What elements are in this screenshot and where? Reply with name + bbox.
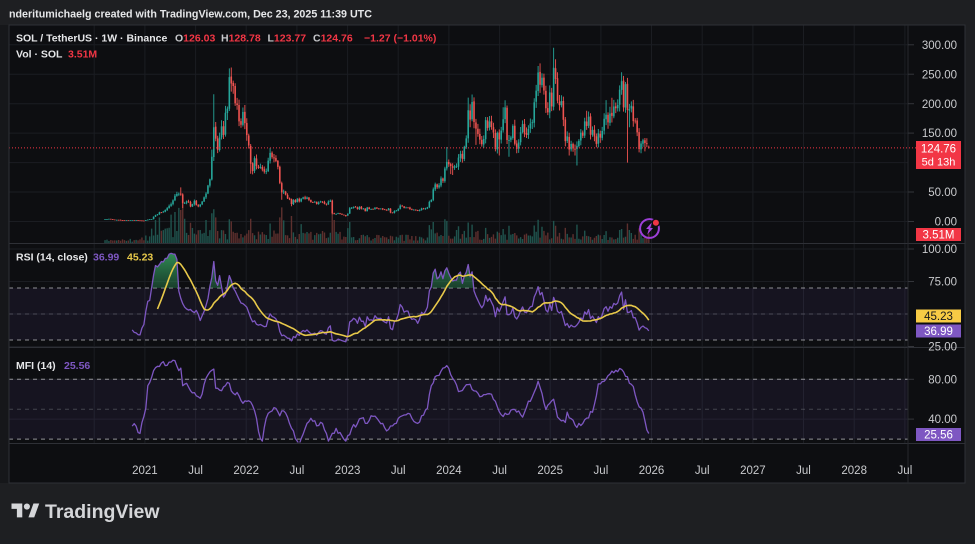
svg-text:MFI (14)25.56: MFI (14) 25.56 [16,360,90,372]
svg-text:Jul: Jul [391,465,406,477]
svg-text:25.00: 25.00 [928,342,957,354]
svg-text:Jul: Jul [188,465,203,477]
svg-text:2028: 2028 [841,465,867,477]
svg-text:75.00: 75.00 [928,277,957,289]
svg-text:Jul: Jul [594,465,609,477]
svg-text:2026: 2026 [639,465,665,477]
svg-text:2025: 2025 [537,465,563,477]
svg-text:TradingView: TradingView [45,501,160,523]
svg-text:2021: 2021 [132,465,158,477]
svg-text:2022: 2022 [233,465,259,477]
svg-text:124.76: 124.76 [921,144,956,156]
svg-text:50.00: 50.00 [928,187,957,199]
svg-text:nderitumichaelg created with T: nderitumichaelg created with TradingView… [9,8,372,20]
svg-text:0.00: 0.00 [935,217,957,229]
svg-text:200.00: 200.00 [922,99,957,111]
svg-text:5d 13h: 5d 13h [922,156,956,168]
svg-text:36.99: 36.99 [924,326,953,338]
svg-text:Jul: Jul [492,465,507,477]
svg-text:3.51M: 3.51M [923,230,955,242]
svg-text:80.00: 80.00 [928,374,957,386]
svg-text:45.23: 45.23 [924,311,953,323]
svg-text:Jul: Jul [290,465,305,477]
svg-text:2024: 2024 [436,465,462,477]
svg-text:250.00: 250.00 [922,69,957,81]
svg-text:2027: 2027 [740,465,766,477]
svg-text:Jul: Jul [898,465,913,477]
svg-text:Jul: Jul [796,465,811,477]
svg-text:Jul: Jul [695,465,710,477]
svg-text:2023: 2023 [335,465,361,477]
svg-text:300.00: 300.00 [922,40,957,52]
svg-text:40.00: 40.00 [928,414,957,426]
svg-text:25.56: 25.56 [924,430,953,442]
svg-text:100.00: 100.00 [922,244,957,256]
svg-text:150.00: 150.00 [922,128,957,140]
